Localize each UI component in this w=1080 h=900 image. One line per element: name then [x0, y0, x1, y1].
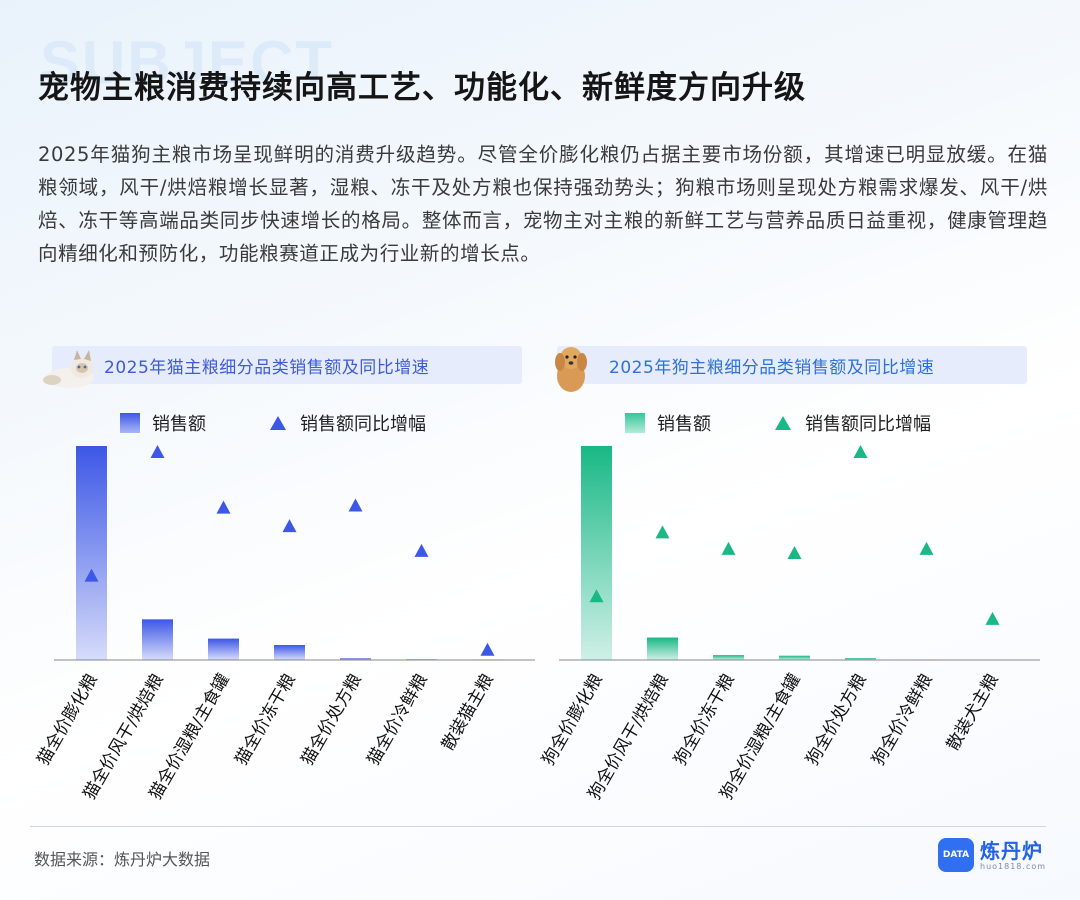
x-tick-label: 猫全价处方粮	[298, 671, 366, 769]
growth-triangle-marker	[589, 589, 604, 603]
bar	[208, 638, 239, 660]
legend-growth-label: 销售额同比增幅	[300, 414, 426, 435]
growth-triangle-marker	[985, 611, 1000, 625]
x-tick-label: 狗全价膨化粮	[539, 671, 607, 769]
bar	[76, 446, 107, 660]
growth-triangle-marker	[348, 498, 363, 512]
bar	[406, 659, 437, 660]
footer-divider	[30, 826, 1046, 827]
x-tick-label: 猫全价膨化粮	[34, 671, 102, 769]
dog-image	[555, 347, 587, 392]
background-watermark-word: SUBJECT	[40, 29, 335, 96]
cat-chart: 2025年猫主粮细分品类销售额及同比增速 销售额 销售额同比增幅 猫全价膨化粮猫…	[30, 340, 535, 810]
x-tick-label: 狗全价处方粮	[803, 671, 871, 769]
dog-plot: 狗全价膨化粮狗全价风干/烘焙粮狗全价冻干粮狗全价湿粮/主食罐狗全价处方粮狗全价冷…	[539, 445, 1040, 803]
growth-triangle-marker	[655, 525, 670, 539]
legend-growth-label: 销售额同比增幅	[805, 414, 931, 435]
growth-triangle-marker	[919, 541, 934, 555]
chart-title-bar	[52, 346, 522, 384]
bar	[713, 655, 744, 660]
bar	[581, 446, 612, 660]
brand-logo: DATA 炼丹炉 huo1818.com	[938, 838, 1046, 872]
growth-triangle-marker	[787, 545, 802, 559]
data-source: 数据来源：炼丹炉大数据	[34, 850, 211, 869]
bar	[274, 645, 305, 660]
logo-name: 炼丹炉	[980, 838, 1043, 863]
x-tick-label: 猫全价冻干粮	[232, 671, 300, 769]
growth-triangle-marker	[216, 500, 231, 514]
bar	[845, 658, 876, 660]
legend-sales-label: 销售额	[657, 414, 711, 435]
legend-bar-swatch	[120, 413, 140, 433]
x-tick-label: 猫全价冷鲜粮	[364, 671, 432, 769]
logo-url: huo1818.com	[980, 861, 1047, 871]
dog-chart: 2025年狗主粮细分品类销售额及同比增速 销售额 销售额同比增幅 狗全价膨化粮狗…	[535, 340, 1040, 810]
cat-plot: 猫全价膨化粮猫全价风干/烘焙粮猫全价湿粮/主食罐猫全价冻干粮猫全价处方粮猫全价冷…	[34, 445, 535, 803]
growth-triangle-marker	[150, 445, 165, 458]
growth-triangle-marker	[480, 642, 495, 656]
chart-title: 2025年猫主粮细分品类销售额及同比增速	[104, 358, 430, 378]
bar	[779, 655, 810, 660]
page-title: 宠物主粮消费持续向高工艺、功能化、新鲜度方向升级	[38, 70, 806, 106]
chart-legend: 销售额 销售额同比增幅	[625, 410, 931, 436]
chart-legend: 销售额 销售额同比增幅	[120, 410, 426, 436]
x-tick-label: 散装犬主粮	[943, 671, 1003, 755]
legend-triangle-icon	[270, 416, 286, 430]
bar	[142, 619, 173, 660]
x-tick-label: 狗全价冷鲜粮	[869, 671, 937, 769]
growth-triangle-marker	[853, 445, 868, 458]
cat-image	[43, 350, 94, 388]
growth-triangle-marker	[282, 519, 297, 533]
x-tick-label: 散装猫主粮	[438, 671, 498, 755]
chart-title: 2025年狗主粮细分品类销售额及同比增速	[609, 358, 935, 378]
x-tick-label: 狗全价冻干粮	[671, 671, 739, 769]
growth-triangle-marker	[84, 568, 99, 582]
intro-paragraph: 2025年猫狗主粮市场呈现鲜明的消费升级趋势。尽管全价膨化粮仍占据主要市场份额，…	[38, 143, 1048, 265]
growth-triangle-marker	[414, 543, 429, 557]
legend-bar-swatch	[625, 413, 645, 433]
bar	[647, 637, 678, 660]
legend-triangle-icon	[775, 416, 791, 430]
legend-sales-label: 销售额	[152, 414, 206, 435]
chart-title-bar	[557, 346, 1027, 384]
logo-icon: DATA	[938, 838, 974, 872]
growth-triangle-marker	[721, 541, 736, 555]
bar	[340, 658, 371, 660]
